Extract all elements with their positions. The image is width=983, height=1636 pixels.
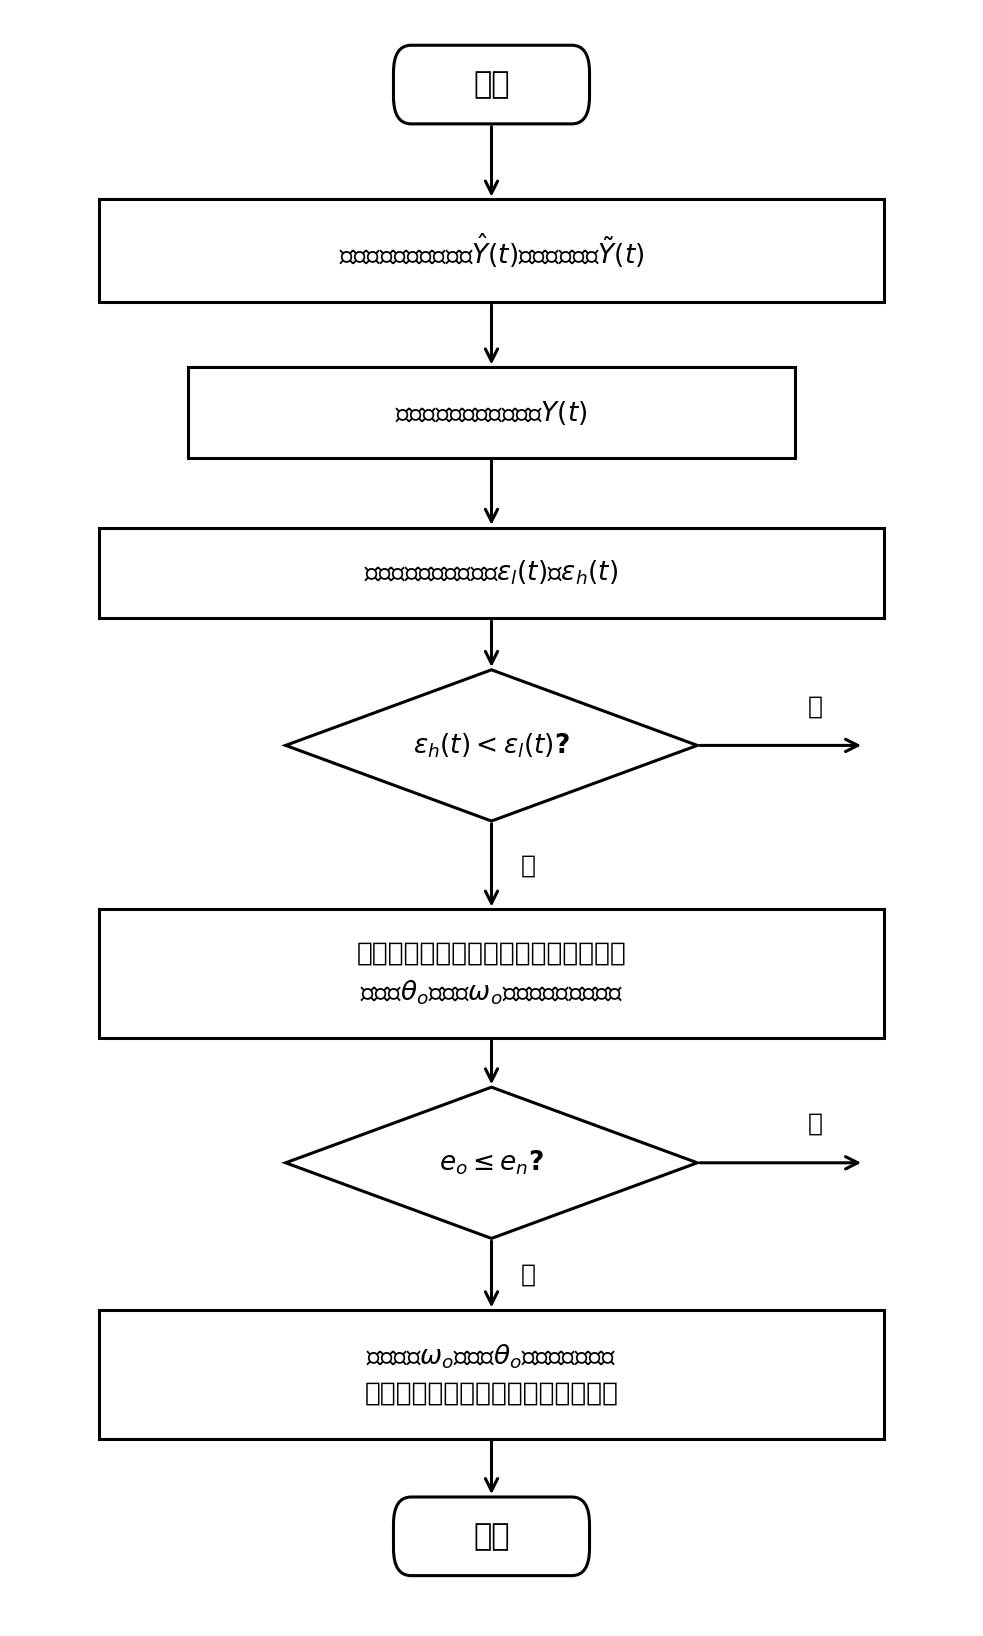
Text: 获得该时刻初步预测值$\hat{Y}(t)$和最终预测值$\tilde{Y}(t)$: 获得该时刻初步预测值$\hat{Y}(t)$和最终预测值$\tilde{Y}(t… xyxy=(339,232,644,270)
Text: 否: 否 xyxy=(521,854,536,877)
Bar xyxy=(99,528,884,618)
Text: $\varepsilon_h(t)<\varepsilon_l(t)$?: $\varepsilon_h(t)<\varepsilon_l(t)$? xyxy=(413,731,570,759)
Text: 更新权值$\omega_o$和阈值$\theta_o$，更新误差函数
值，将改组数据加入训练样本数据集: 更新权值$\omega_o$和阈值$\theta_o$，更新误差函数 值，将改组… xyxy=(365,1342,618,1407)
FancyBboxPatch shape xyxy=(393,46,590,124)
Bar xyxy=(188,368,795,458)
Bar xyxy=(99,910,884,1037)
Text: 得到两个预测值的误差$\varepsilon_l(t)$和$\varepsilon_h(t)$: 得到两个预测值的误差$\varepsilon_l(t)$和$\varepsilo… xyxy=(365,560,618,587)
Bar xyxy=(99,1310,884,1438)
Polygon shape xyxy=(286,669,697,821)
Text: 是: 是 xyxy=(807,694,823,718)
Text: 是: 是 xyxy=(807,1111,823,1135)
Polygon shape xyxy=(286,1088,697,1238)
FancyBboxPatch shape xyxy=(393,1497,590,1575)
Text: 结束: 结束 xyxy=(473,1521,510,1551)
Text: 开始: 开始 xyxy=(473,70,510,100)
Text: 将改组数据和原先的训练数据集组合并
以权值$\theta_o$和阈值$\omega_o$为初值训练神经网络: 将改组数据和原先的训练数据集组合并 以权值$\theta_o$和阈值$\omeg… xyxy=(357,941,626,1006)
Text: 否: 否 xyxy=(521,1263,536,1286)
Text: 获得太阳能发电量实际值$Y(t)$: 获得太阳能发电量实际值$Y(t)$ xyxy=(395,399,588,427)
Text: $e_o\leq e_n$?: $e_o\leq e_n$? xyxy=(439,1148,544,1176)
Bar xyxy=(99,200,884,303)
